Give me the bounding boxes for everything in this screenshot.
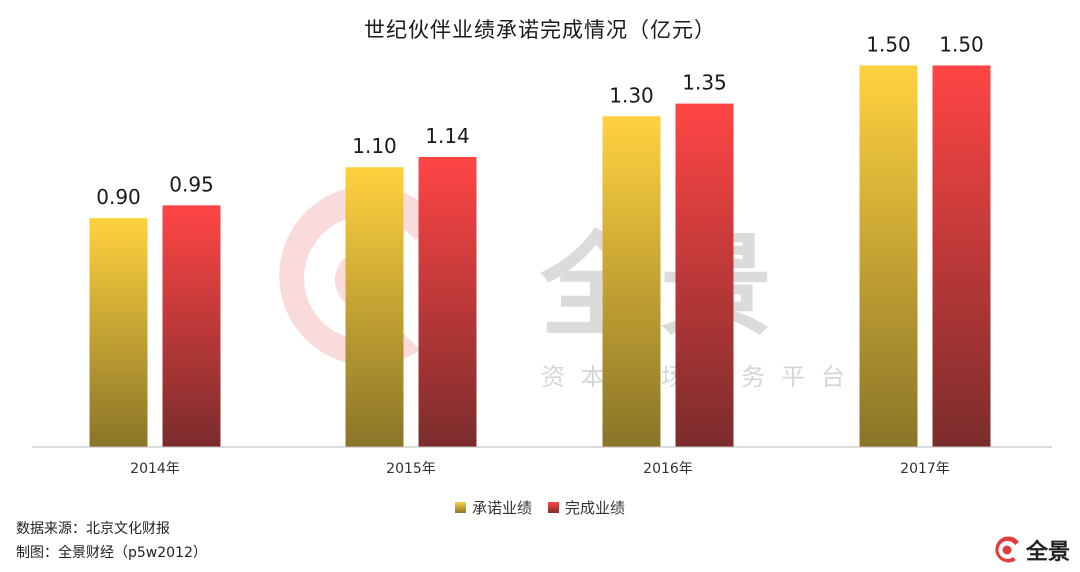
legend-item-promised: 承诺业绩 [454, 497, 532, 518]
x-tick-label: 2017年 [900, 461, 950, 477]
chart-title: 世纪伙伴业绩承诺完成情况（亿元） [364, 18, 716, 42]
bar-actual-3 [675, 103, 734, 447]
data-label-actual-4: 1.50 [939, 32, 984, 56]
bar-actual-1 [162, 205, 221, 447]
x-tick-label: 2015年 [386, 461, 436, 477]
chart-credit-note: 制图：全景财经（p5w2012） [16, 545, 207, 561]
data-label-actual-2: 1.14 [425, 124, 470, 148]
legend-item-actual: 完成业绩 [548, 497, 625, 518]
bar-promised-4 [859, 65, 918, 447]
bar-promised-1 [89, 218, 148, 447]
bar-actual-2 [418, 157, 477, 447]
bar-actual-4 [932, 65, 991, 447]
corner-logo: 全景 [992, 534, 1070, 566]
data-label-actual-1: 0.95 [169, 172, 214, 196]
legend-swatch-actual [548, 502, 559, 513]
legend-swatch-promised [454, 502, 466, 513]
data-label-promised-1: 0.90 [96, 185, 141, 209]
data-label-promised-4: 1.50 [866, 32, 911, 56]
x-tick-label: 2014年 [130, 461, 180, 477]
data-source-note: 数据来源：北京文化财报 [16, 521, 170, 537]
data-label-actual-3: 1.35 [682, 71, 727, 95]
x-tick-label: 2016年 [643, 461, 693, 477]
legend-label-promised: 承诺业绩 [471, 499, 532, 517]
data-label-promised-3: 1.30 [609, 83, 654, 107]
corner-logo-text: 全景 [1025, 540, 1070, 565]
brand-logo-icon [995, 536, 1019, 563]
bar-promised-2 [345, 167, 404, 447]
bar-promised-3 [602, 116, 661, 447]
legend-label-actual: 完成业绩 [565, 499, 626, 517]
legend: 承诺业绩 完成业绩 [0, 497, 1080, 518]
data-label-promised-2: 1.10 [352, 134, 397, 158]
